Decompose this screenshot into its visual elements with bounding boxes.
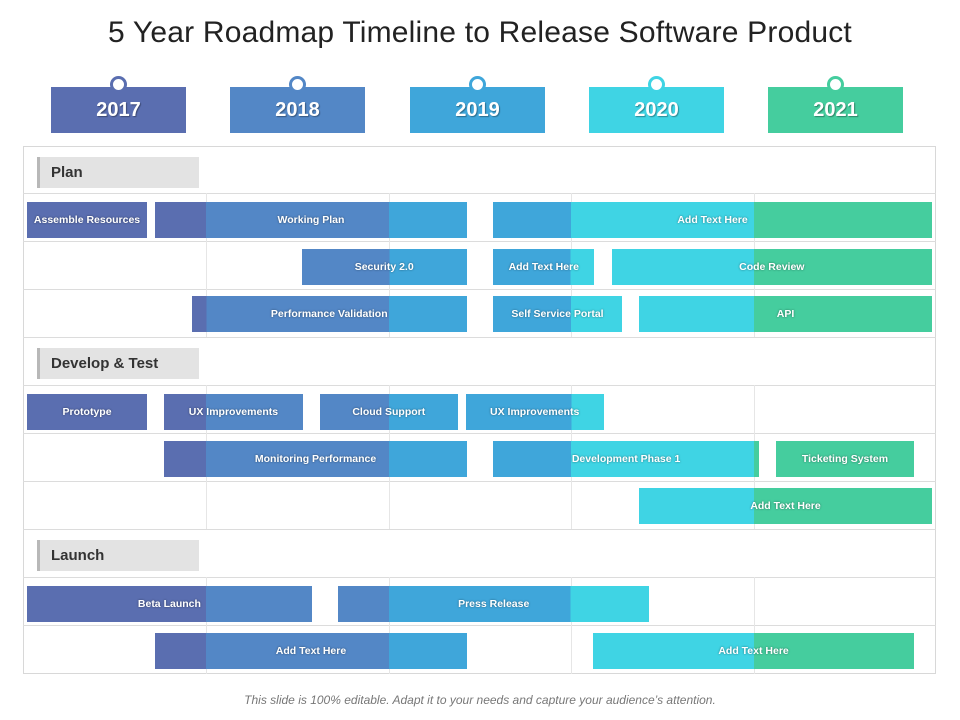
grid-column-line [206,577,207,674]
year-label: 2020 [634,98,679,121]
task-bar[interactable]: UX Improvements [164,394,303,430]
task-label: Self Service Portal [511,308,604,320]
task-bar[interactable]: Add Text Here [493,202,932,238]
timeline-dot-icon [469,76,486,93]
timeline-dot-icon [827,76,844,93]
grid-row-line [23,481,936,482]
task-label: Add Text Here [275,645,347,657]
task-label: Add Text Here [508,261,579,273]
task-bar[interactable]: Ticketing System [776,441,914,477]
task-bar[interactable]: Cloud Support [319,394,458,430]
task-bar[interactable]: Prototype [27,394,148,430]
section-label: Develop & Test [51,355,159,372]
task-label: Cloud Support [352,406,426,418]
footer-note: This slide is 100% editable. Adapt it to… [244,693,716,707]
section-launch: Launch [37,540,199,571]
grid-row-line [23,433,936,434]
task-label: Press Release [458,598,530,610]
task-label: Add Text Here [750,500,821,512]
task-label: Monitoring Performance [254,453,377,465]
section-label: Plan [51,164,83,181]
grid-row-line [23,385,936,386]
task-label: Working Plan [277,214,345,226]
grid-row-line [23,529,936,530]
task-bar[interactable]: Add Text Here [155,633,467,669]
timeline-grid [23,146,936,674]
task-bar[interactable]: Security 2.0 [301,249,467,285]
task-label: API [776,308,795,320]
task-bar[interactable]: UX Improvements [465,394,604,430]
year-label: 2019 [455,98,500,121]
task-label: Prototype [62,406,112,418]
task-bar[interactable]: Add Text Here [493,249,595,285]
grid-column-line [571,577,572,674]
task-bar[interactable]: Beta Launch [27,586,312,622]
grid-row-line [23,289,936,290]
task-bar[interactable]: Working Plan [155,202,467,238]
grid-column-line [389,577,390,674]
task-label: Assemble Resources [33,214,141,226]
year-box-2018: 2018 [230,87,365,133]
task-label: UX Improvements [188,406,279,418]
task-bar[interactable]: Performance Validation [191,296,467,332]
task-label: UX Improvements [490,406,580,418]
year-label: 2021 [813,98,858,121]
task-label: Add Text Here [718,645,789,657]
task-bar[interactable]: API [639,296,932,332]
task-bar[interactable]: Monitoring Performance [164,441,467,477]
task-label: Add Text Here [677,214,748,226]
year-box-2021: 2021 [768,87,903,133]
section-label: Launch [51,547,105,564]
grid-row-line [23,625,936,626]
grid-row-line [23,337,936,338]
task-label: Beta Launch [137,598,201,610]
section-develop-test: Develop & Test [37,348,199,379]
task-label: Development Phase 1 [571,453,681,465]
grid-row-line [23,241,936,242]
year-box-2017: 2017 [51,87,186,133]
task-bar[interactable]: Add Text Here [593,633,914,669]
task-bar[interactable]: Add Text Here [639,488,932,524]
year-box-2020: 2020 [589,87,724,133]
timeline-dot-icon [648,76,665,93]
section-plan: Plan [37,157,199,188]
task-label: Performance Validation [270,308,388,320]
timeline-dot-icon [110,76,127,93]
task-bar[interactable]: Assemble Resources [27,202,148,238]
year-box-2019: 2019 [410,87,545,133]
timeline-dot-icon [289,76,306,93]
grid-column-line [754,577,755,674]
task-bar[interactable]: Press Release [338,586,650,622]
year-label: 2018 [275,98,320,121]
task-bar[interactable]: Development Phase 1 [493,441,760,477]
year-label: 2017 [96,98,141,121]
task-bar[interactable]: Code Review [611,249,932,285]
page-title: 5 Year Roadmap Timeline to Release Softw… [108,16,852,49]
task-label: Security 2.0 [354,261,414,273]
task-label: Code Review [739,261,805,273]
task-bar[interactable]: Self Service Portal [493,296,622,332]
grid-column-line [206,193,207,337]
grid-row-line [23,193,936,194]
task-label: Ticketing System [801,453,889,465]
grid-row-line [23,577,936,578]
